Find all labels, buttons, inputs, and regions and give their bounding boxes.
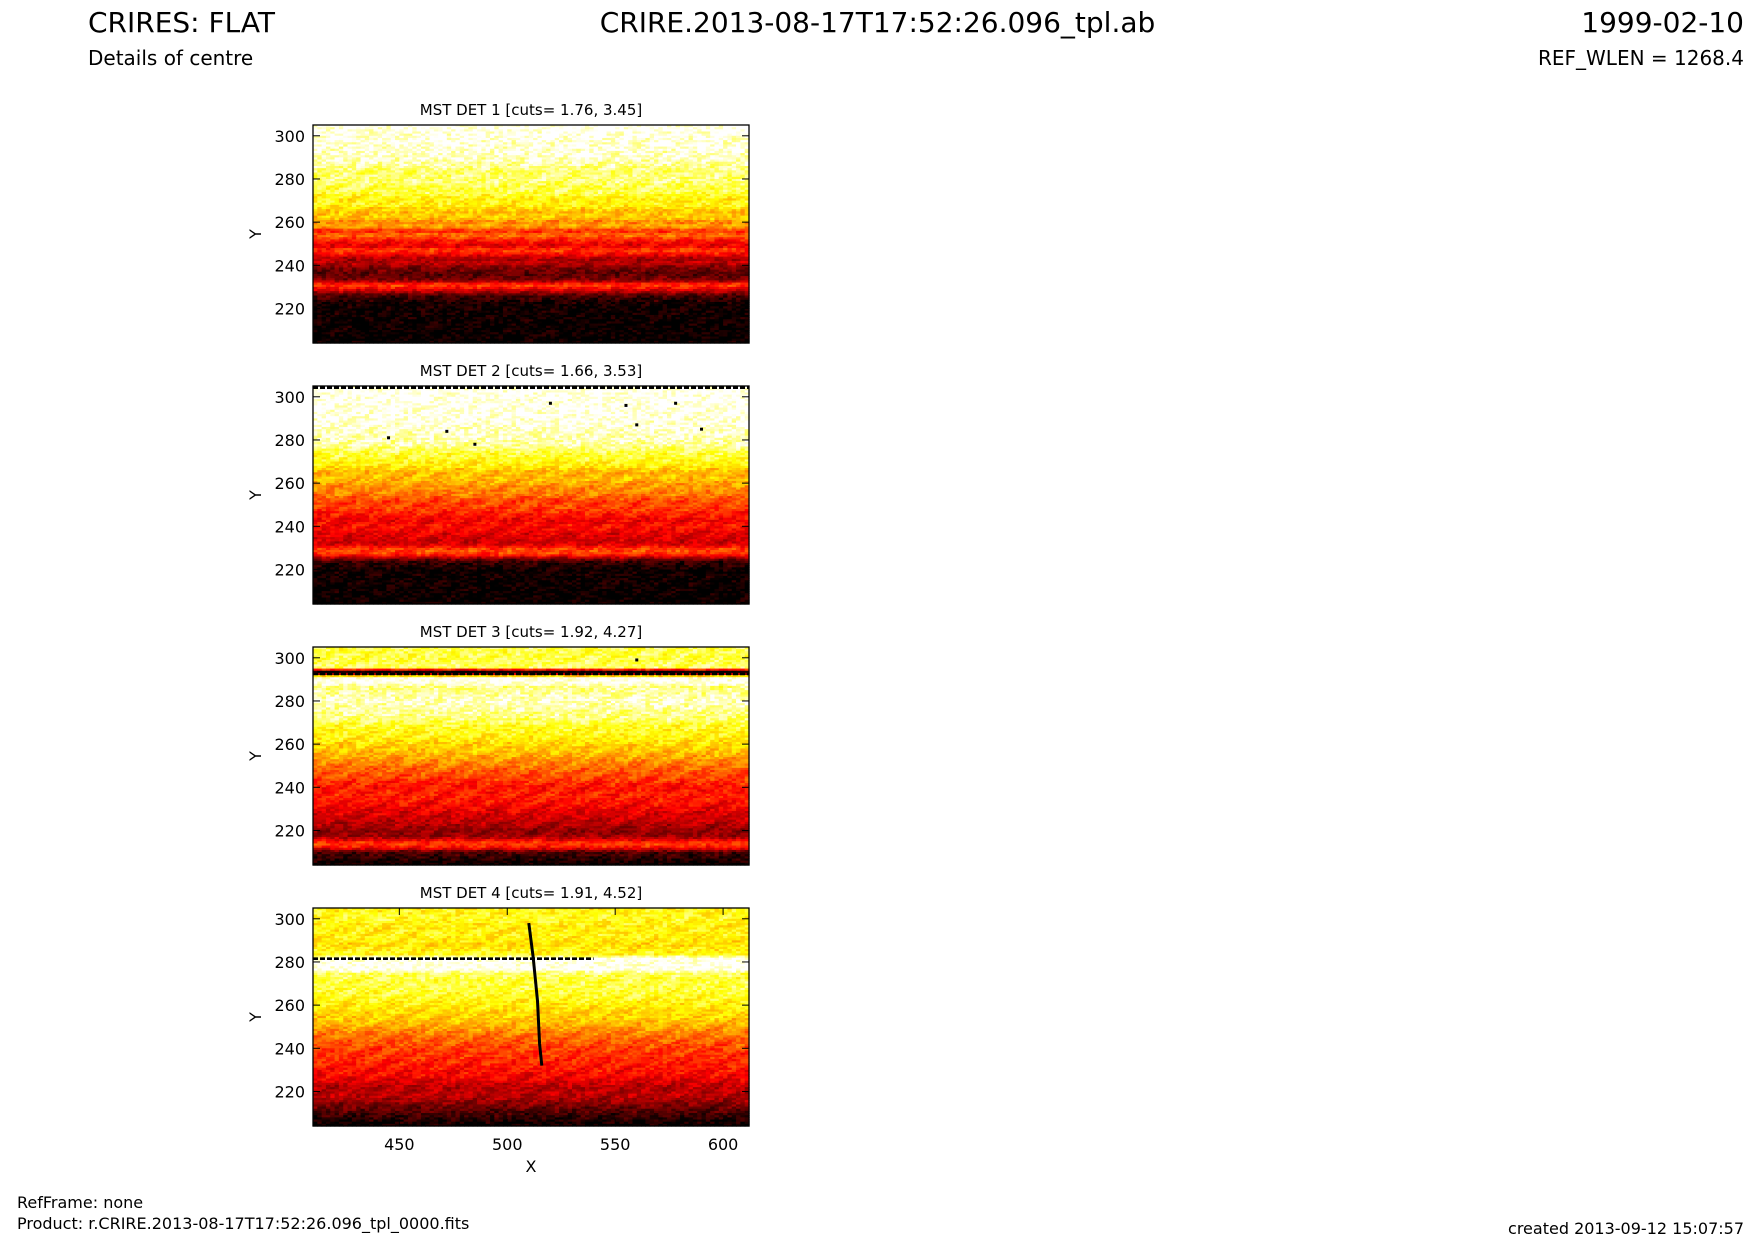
y-tick-label: 240: [274, 778, 305, 797]
panel-title: MST DET 2 [cuts= 1.66, 3.53]: [420, 362, 643, 380]
hot-pixel: [700, 427, 704, 431]
y-tick-label: 260: [274, 735, 305, 754]
trace-artifact: [527, 922, 544, 1066]
y-tick-label: 280: [274, 692, 305, 711]
panel-title: MST DET 3 [cuts= 1.92, 4.27]: [420, 623, 643, 641]
y-tick-label: 240: [274, 1039, 305, 1058]
y-tick-label: 300: [274, 910, 305, 929]
y-tick-label: 260: [274, 213, 305, 232]
y-tick-label: 260: [274, 996, 305, 1015]
x-tick-label: 600: [708, 1135, 739, 1154]
y-tick-label: 220: [274, 821, 305, 840]
axes-frame: [312, 124, 750, 344]
product-name: Product: r.CRIRE.2013-08-17T17:52:26.096…: [17, 1214, 469, 1233]
hot-pixel: [387, 436, 391, 440]
panel-title: MST DET 4 [cuts= 1.91, 4.52]: [420, 884, 643, 902]
created-timestamp: created 2013-09-12 15:07:57: [1508, 1219, 1744, 1238]
x-tick-label: 550: [600, 1135, 631, 1154]
plot-title: CRIRES: FLAT: [88, 6, 275, 39]
heatmap-image: [313, 908, 750, 1127]
file-name: CRIRE.2013-08-17T17:52:26.096_tpl.ab: [0, 6, 1755, 39]
axes-frame: [312, 385, 750, 605]
y-tick-label: 220: [274, 1082, 305, 1101]
y-tick-label: 280: [274, 170, 305, 189]
x-tick-label: 450: [384, 1135, 415, 1154]
y-tick-label: 240: [274, 517, 305, 536]
hot-pixel: [473, 442, 477, 446]
hot-pixel: [635, 423, 639, 427]
y-tick-label: 300: [274, 127, 305, 146]
x-tick-label: 500: [492, 1135, 523, 1154]
y-axis-label: Y: [246, 490, 265, 501]
panel-det-4: MST DET 4 [cuts= 1.91, 4.52] 220 240 260 280…: [246, 884, 750, 1176]
reference-wavelength: REF_WLEN = 1268.4: [1538, 46, 1744, 70]
heatmap-image: [313, 386, 750, 605]
y-tick-label: 220: [274, 299, 305, 318]
reference-frame: RefFrame: none: [17, 1193, 143, 1212]
y-tick-label: 260: [274, 474, 305, 493]
y-tick-label: 300: [274, 388, 305, 407]
panel-det-3: MST DET 3 [cuts= 1.92, 4.27] 220 240 260 280…: [246, 623, 750, 866]
y-tick-label: 300: [274, 649, 305, 668]
panel-det-2: MST DET 2 [cuts= 1.66, 3.53] 220 240 260 280…: [246, 362, 750, 605]
hot-pixel: [445, 429, 449, 433]
plot-subtitle: Details of centre: [88, 46, 253, 70]
hot-pixel: [548, 401, 552, 405]
hot-pixel: [624, 403, 628, 407]
heatmap-image: [313, 125, 750, 344]
y-axis-label: Y: [246, 1012, 265, 1023]
hot-pixel: [674, 401, 678, 405]
heatmap-image: [313, 647, 750, 866]
y-tick-label: 240: [274, 256, 305, 275]
axes-frame: [312, 646, 750, 866]
panel-det-1: MST DET 1 [cuts= 1.76, 3.45] 220 240 260 280…: [246, 101, 750, 344]
observation-date: 1999-02-10: [1581, 6, 1744, 39]
x-axis-label: X: [526, 1157, 537, 1176]
y-tick-label: 280: [274, 953, 305, 972]
y-tick-label: 280: [274, 431, 305, 450]
y-tick-label: 220: [274, 560, 305, 579]
hot-pixel: [635, 658, 639, 662]
axes-frame: [312, 907, 750, 1127]
panel-title: MST DET 1 [cuts= 1.76, 3.45]: [420, 101, 643, 119]
y-axis-label: Y: [246, 751, 265, 762]
y-axis-label: Y: [246, 229, 265, 240]
